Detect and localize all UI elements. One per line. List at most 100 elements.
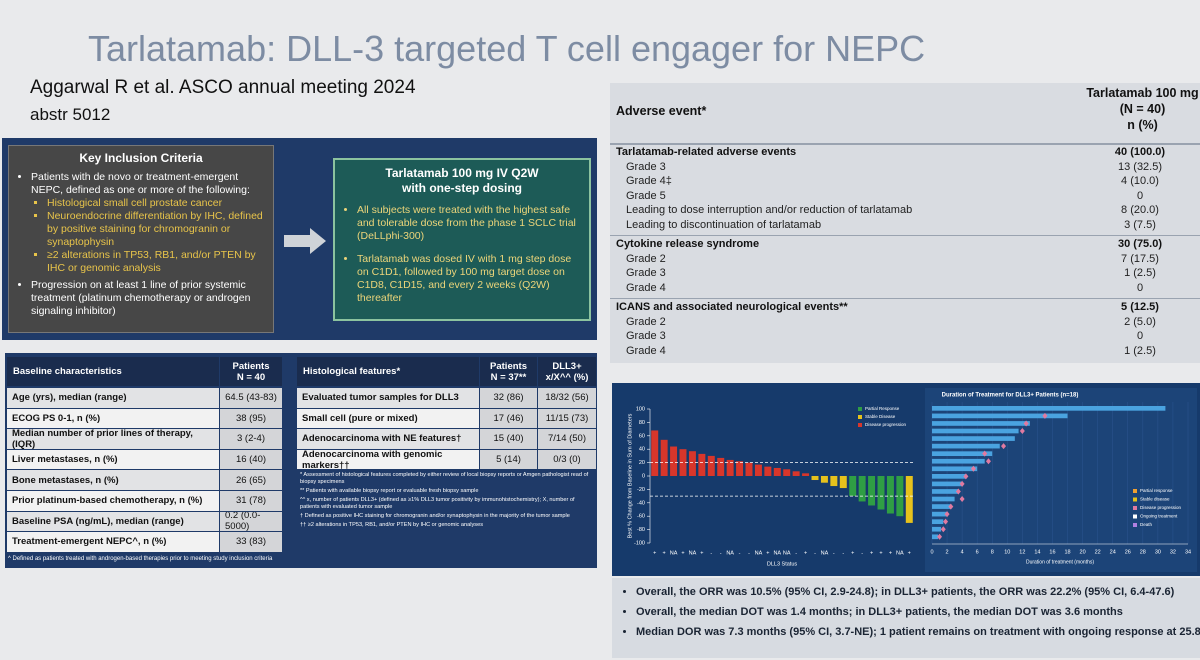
event-marker xyxy=(944,511,950,518)
x-tick-label: NA xyxy=(755,550,763,556)
table-header: Patients N = 37** xyxy=(480,357,537,386)
event-marker xyxy=(959,496,965,503)
citation: Aggarwal R et al. ASCO annual meeting 20… xyxy=(30,77,416,98)
bar xyxy=(858,476,866,502)
bar xyxy=(886,476,894,514)
swimmer-bar xyxy=(932,481,963,487)
row-label: Adenocarcinoma with genomic markers†† xyxy=(297,449,479,470)
ae-row-value: 7 (17.5) xyxy=(1121,252,1159,265)
swimmer-bar xyxy=(932,511,948,517)
ae-row-value: 2 (5.0) xyxy=(1124,315,1156,328)
x-tick-label: - xyxy=(842,550,844,556)
inclusion-list: Patients with de novo or treatment-emerg… xyxy=(17,171,265,318)
bar xyxy=(849,476,857,497)
event-marker xyxy=(959,480,965,487)
treatment-heading: with one-step dosing xyxy=(402,181,522,195)
row-label: Age (yrs), median (range) xyxy=(7,388,219,408)
row-value: 32 (86) xyxy=(480,388,537,408)
ae-section-value: 30 (75.0) xyxy=(1117,238,1163,250)
bar xyxy=(745,462,753,476)
ae-row-label: Grade 4 xyxy=(626,344,666,357)
swimmer-bar xyxy=(932,534,939,540)
bar xyxy=(660,439,668,476)
ae-row-label: Grade 5 xyxy=(626,189,666,202)
x-tick-label: + xyxy=(851,550,854,556)
ae-divider xyxy=(610,235,1200,236)
x-tick-label: - xyxy=(739,550,741,556)
x-tick-label: 24 xyxy=(1110,549,1116,555)
event-marker xyxy=(940,526,946,533)
row-value: 18/32 (56) xyxy=(538,388,596,408)
x-tick-label: 26 xyxy=(1125,549,1131,555)
ae-header-label: Adverse event* xyxy=(616,104,707,118)
summary-panel xyxy=(612,578,1200,658)
x-tick-label: NA xyxy=(821,550,829,556)
event-marker xyxy=(963,473,969,480)
row-value: 0.2 (0.0-5000) xyxy=(220,511,282,532)
x-tick-label: + xyxy=(908,550,911,556)
swimmer-bar xyxy=(932,466,978,472)
ae-row-label: Grade 2 xyxy=(626,252,666,265)
inclusion-text: Patients with de novo or treatment-emerg… xyxy=(31,171,250,196)
note: ** Patients with available biopsy report… xyxy=(300,488,479,494)
bar xyxy=(783,469,791,476)
inclusion-box: Key Inclusion Criteria Patients with de n… xyxy=(8,145,274,333)
swimmer-bar xyxy=(932,526,942,532)
legend-swatch xyxy=(1133,514,1137,519)
table-header-line: DLL3+ xyxy=(552,360,582,372)
bar xyxy=(839,476,847,489)
footnote: ^ Defined as patients treated with andro… xyxy=(8,556,273,562)
legend-swatch xyxy=(1133,497,1137,502)
row-label: Prior platinum-based chemotherapy, n (%) xyxy=(7,491,219,511)
ae-row-value: 13 (32.5) xyxy=(1117,160,1163,173)
event-marker xyxy=(1042,412,1048,419)
bar xyxy=(754,464,762,476)
x-tick-label: 2 xyxy=(946,549,949,555)
row-value: 26 (65) xyxy=(220,470,282,490)
row-label: Small cell (pure or mixed) xyxy=(297,408,479,429)
treatment-box: Tarlatamab 100 mg IV Q2W with one-step do… xyxy=(333,158,591,321)
swimmer-bar xyxy=(932,421,1030,426)
event-marker xyxy=(982,450,988,457)
y-tick-label: -40 xyxy=(637,500,645,506)
event-marker xyxy=(937,533,943,540)
table-header-line: x/X^^ (%) xyxy=(545,371,589,383)
row-value: 17 (46) xyxy=(480,408,537,429)
swimmer-bar xyxy=(932,489,959,494)
x-tick-label: 20 xyxy=(1080,549,1086,555)
inclusion-item: Patients with de novo or treatment-emerg… xyxy=(31,171,265,275)
table-notes: * Assessment of histological features co… xyxy=(300,472,594,552)
event-marker xyxy=(1001,443,1007,450)
table-header: DLL3+ x/X^^ (%) xyxy=(538,357,596,386)
event-marker xyxy=(1019,428,1025,435)
legend-label: Partial Response xyxy=(865,406,900,411)
summary-bullet: Overall, the ORR was 10.5% (95% CI, 2.9-… xyxy=(636,586,1197,598)
x-axis-label: DLL3 Status xyxy=(767,561,798,567)
ae-row-value: 0 xyxy=(1136,281,1144,294)
row-label: Treatment-emergent NEPC^, n (%) xyxy=(7,532,219,552)
y-tick-label: -20 xyxy=(637,487,645,493)
swimmer-bar xyxy=(932,406,1166,411)
swimmer-bar xyxy=(932,519,944,525)
swimmer-panel xyxy=(925,388,1197,572)
y-tick-label: -100 xyxy=(634,540,645,546)
y-tick-label: 60 xyxy=(639,433,645,439)
inclusion-sublist: Histological small cell prostate cancerN… xyxy=(31,197,265,275)
note: * Assessment of histological features co… xyxy=(300,472,589,485)
bar xyxy=(707,455,715,476)
x-tick-label: 12 xyxy=(1019,549,1025,555)
swimmer-bar xyxy=(932,436,1015,441)
row-value: 0/3 (0) xyxy=(538,449,596,470)
bar xyxy=(802,473,810,476)
ae-row-value: 1 (2.5) xyxy=(1124,267,1156,279)
bar xyxy=(698,453,706,476)
row-value: 11/15 (73) xyxy=(538,408,596,429)
row-value: 16 (40) xyxy=(220,449,282,470)
ae-row-label: Grade 4‡ xyxy=(626,175,672,187)
ae-header-line: n (%) xyxy=(1127,118,1158,132)
x-tick-label: 8 xyxy=(991,549,994,555)
row-label: Baseline PSA (ng/mL), median (range) xyxy=(7,511,219,532)
event-marker xyxy=(943,518,949,525)
